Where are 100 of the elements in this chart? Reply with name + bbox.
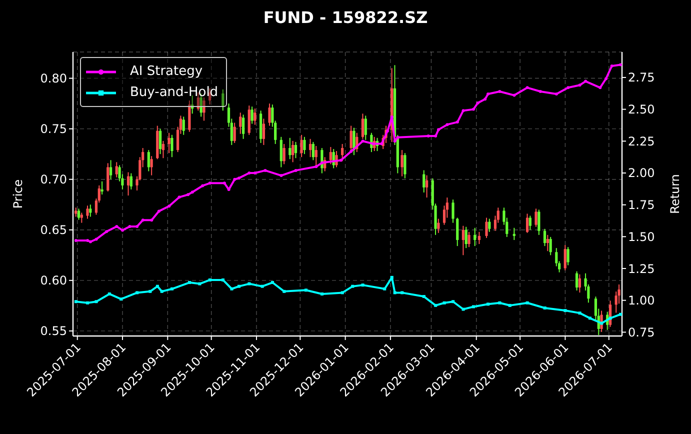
candlestick — [89, 204, 92, 218]
candlestick — [452, 199, 454, 224]
point — [74, 300, 78, 304]
candlestick — [462, 225, 464, 256]
candlestick — [549, 236, 552, 256]
point — [393, 291, 396, 294]
point — [610, 64, 614, 68]
point — [148, 290, 152, 293]
candlestick — [147, 150, 150, 172]
candlestick — [534, 208, 538, 228]
y2-tick-label: 1.00 — [628, 294, 655, 308]
point — [156, 284, 159, 288]
y2-tick-label: 2.00 — [628, 166, 655, 180]
point — [230, 287, 234, 290]
candlestick — [150, 156, 153, 176]
y2-tick-label: 2.75 — [628, 70, 655, 85]
candlestick — [106, 162, 110, 192]
candlestick — [485, 217, 488, 238]
point — [498, 301, 502, 304]
point — [188, 281, 191, 284]
point — [88, 240, 92, 244]
y2-tick-label: 2.25 — [628, 134, 655, 148]
y2-tick-label: 2.50 — [628, 102, 655, 117]
candlestick — [86, 205, 89, 220]
point — [136, 291, 139, 294]
point — [339, 158, 342, 162]
point — [486, 302, 490, 306]
point — [600, 322, 604, 325]
candlestick — [242, 114, 245, 140]
point — [361, 284, 364, 287]
point — [383, 287, 386, 290]
candlestick — [282, 143, 286, 165]
candlestick — [538, 209, 540, 236]
point — [564, 309, 567, 312]
point — [74, 238, 78, 242]
y2-tick-label: 1.75 — [628, 198, 655, 212]
candlestick — [294, 141, 298, 159]
candlestick — [254, 108, 256, 126]
candlestick — [312, 141, 315, 161]
candlestick — [168, 132, 170, 154]
point — [393, 140, 396, 143]
point — [280, 174, 283, 178]
y-axis-title: Price — [11, 179, 25, 209]
point — [452, 300, 455, 304]
point — [498, 90, 502, 93]
point — [222, 182, 226, 185]
point — [94, 238, 98, 241]
candlestick — [546, 234, 549, 252]
point — [543, 306, 546, 310]
point — [320, 292, 324, 296]
candlestick — [578, 274, 581, 294]
candlestick — [400, 150, 404, 177]
point — [462, 109, 465, 112]
point — [208, 182, 212, 185]
y-tick-label: 0.75 — [40, 122, 67, 136]
candlestick — [292, 140, 294, 163]
candlestick — [422, 170, 426, 193]
point — [434, 134, 438, 138]
point — [115, 224, 118, 228]
y-tick-label: 0.65 — [40, 223, 67, 238]
point — [350, 150, 353, 153]
point — [598, 86, 602, 90]
point — [351, 284, 354, 288]
point — [314, 165, 318, 168]
line-series — [74, 63, 622, 244]
y2-tick-label: 0.75 — [628, 325, 655, 340]
point — [400, 291, 404, 294]
candlestick — [308, 138, 312, 158]
point — [94, 300, 98, 304]
point — [238, 176, 241, 180]
point — [141, 218, 144, 222]
point — [584, 80, 588, 83]
candlestick — [262, 118, 265, 146]
candlestick — [268, 103, 271, 126]
point — [108, 292, 111, 296]
candlestick — [248, 105, 250, 136]
point — [120, 298, 123, 301]
candlestick — [233, 122, 236, 144]
candlestick — [126, 172, 130, 196]
candlestick — [488, 218, 491, 232]
point — [380, 142, 384, 146]
point — [508, 304, 512, 307]
point — [340, 291, 344, 294]
point — [422, 295, 426, 298]
candlestick — [361, 113, 364, 140]
candlestick — [130, 172, 132, 190]
point — [86, 301, 90, 304]
point — [186, 193, 190, 196]
point — [526, 86, 529, 90]
candlestick — [425, 174, 428, 198]
candlestick — [341, 143, 344, 162]
y2-axis-title: Return — [668, 174, 682, 214]
point — [136, 224, 139, 228]
candlestick — [543, 228, 546, 247]
candlestick — [288, 137, 292, 160]
candlestick — [404, 152, 406, 179]
point — [476, 101, 480, 104]
candlestick — [329, 146, 332, 165]
point — [264, 168, 267, 172]
point — [190, 190, 194, 194]
